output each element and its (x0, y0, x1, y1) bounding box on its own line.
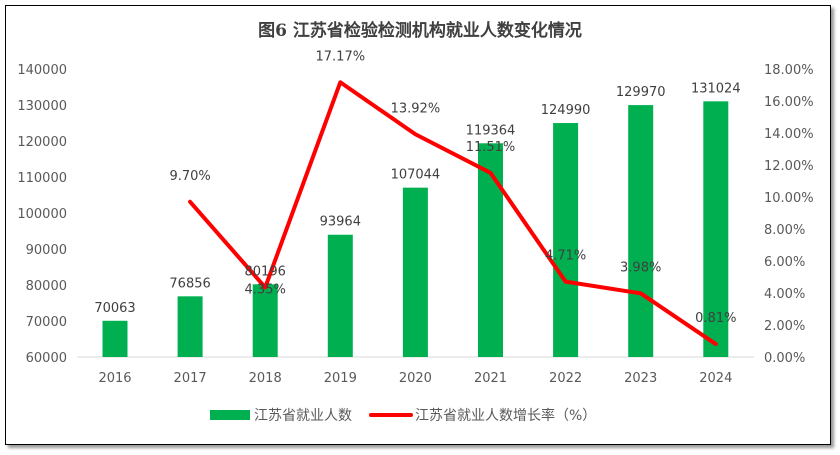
y-left-tick-label: 140000 (17, 63, 67, 78)
legend-swatch-bar (210, 410, 250, 420)
legend: 江苏省就业人数 江苏省就业人数增长率（%） (210, 407, 596, 424)
bar-data-label: 119364 (466, 123, 516, 138)
y-left-tick-label: 100000 (17, 207, 67, 222)
x-tick-label: 2020 (399, 371, 432, 386)
legend-label-bar: 江苏省就业人数 (254, 408, 352, 424)
y-left-tick-label: 130000 (17, 99, 67, 114)
bar (478, 143, 503, 357)
y-right-tick-label: 6.00% (764, 255, 805, 270)
x-tick-label: 2021 (474, 371, 507, 386)
bar (252, 284, 278, 357)
bar-data-label: 129970 (616, 85, 666, 100)
bar (553, 123, 579, 357)
growth-rate-line (188, 80, 718, 347)
y-left-tick-label: 90000 (26, 243, 67, 258)
line-data-label: 13.92% (391, 101, 441, 116)
bar-data-label: 131024 (691, 81, 741, 96)
y-right-tick-label: 8.00% (764, 223, 805, 238)
y-left-tick-label: 60000 (26, 351, 67, 366)
bar-data-label: 76856 (169, 276, 210, 291)
y-left-tick-label: 80000 (26, 279, 67, 294)
bar-data-label: 80196 (245, 264, 286, 279)
line-data-label: 17.17% (316, 49, 366, 64)
line-data-label: 9.70% (169, 169, 210, 184)
x-tick-label: 2019 (324, 371, 357, 386)
x-tick-label: 2018 (249, 371, 282, 386)
bar-data-label: 107044 (391, 168, 441, 183)
bar-data-label: 93964 (320, 215, 361, 230)
y-right-tick-label: 18.00% (764, 63, 814, 78)
line-data-label: 4.71% (545, 249, 586, 264)
line-data-label: 4.35% (245, 282, 286, 297)
bar (402, 187, 428, 357)
line-data-label: 0.81% (695, 311, 736, 326)
x-tick-label: 2022 (549, 371, 582, 386)
line-data-label: 11.51% (466, 140, 516, 155)
y-right-tick-label: 16.00% (764, 95, 814, 110)
chart-title: 图6 江苏省检验检测机构就业人数变化情况 (258, 20, 582, 41)
bar (628, 105, 654, 357)
bar (703, 101, 729, 357)
x-tick-label: 2017 (174, 371, 207, 386)
y-right-tick-label: 10.00% (764, 191, 814, 206)
bar (177, 296, 203, 357)
legend-label-line: 江苏省就业人数增长率（%） (415, 407, 596, 424)
bar (102, 320, 128, 357)
bar-data-label: 124990 (541, 103, 591, 118)
y-left-tick-label: 120000 (17, 135, 67, 150)
y-right-tick-label: 2.00% (764, 319, 805, 334)
x-tick-label: 2016 (98, 371, 131, 386)
bar-data-label: 70063 (94, 301, 135, 316)
y-right-tick-label: 0.00% (764, 351, 805, 366)
y-right-tick-label: 12.00% (764, 159, 814, 174)
y-right-tick-label: 4.00% (764, 287, 805, 302)
y-left-tick-label: 110000 (17, 171, 67, 186)
line-data-label: 3.98% (620, 260, 661, 275)
y-right-tick-label: 14.00% (764, 127, 814, 142)
y-left-tick-label: 70000 (26, 315, 67, 330)
x-tick-label: 2024 (699, 371, 732, 386)
x-tick-label: 2023 (624, 371, 657, 386)
bar (327, 234, 353, 357)
